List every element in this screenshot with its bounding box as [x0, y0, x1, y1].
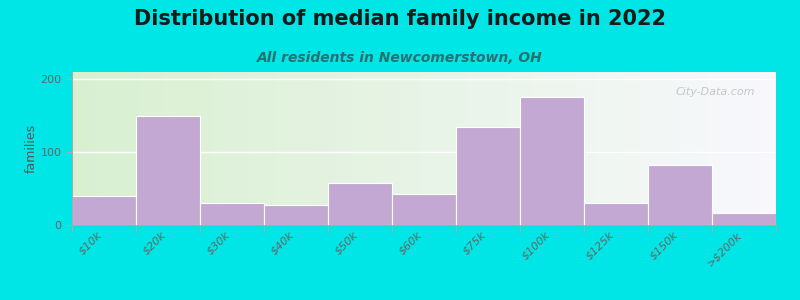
Bar	[456, 127, 520, 225]
Bar	[392, 194, 456, 225]
Bar	[584, 203, 648, 225]
Y-axis label: families: families	[25, 124, 38, 173]
Bar	[712, 213, 776, 225]
Text: City-Data.com: City-Data.com	[675, 87, 755, 97]
Bar	[72, 196, 136, 225]
Text: All residents in Newcomerstown, OH: All residents in Newcomerstown, OH	[257, 51, 543, 65]
Bar	[328, 183, 392, 225]
Bar	[136, 116, 200, 225]
Bar	[264, 205, 328, 225]
Bar	[520, 98, 584, 225]
Text: Distribution of median family income in 2022: Distribution of median family income in …	[134, 9, 666, 29]
Bar	[200, 203, 264, 225]
Bar	[648, 164, 712, 225]
